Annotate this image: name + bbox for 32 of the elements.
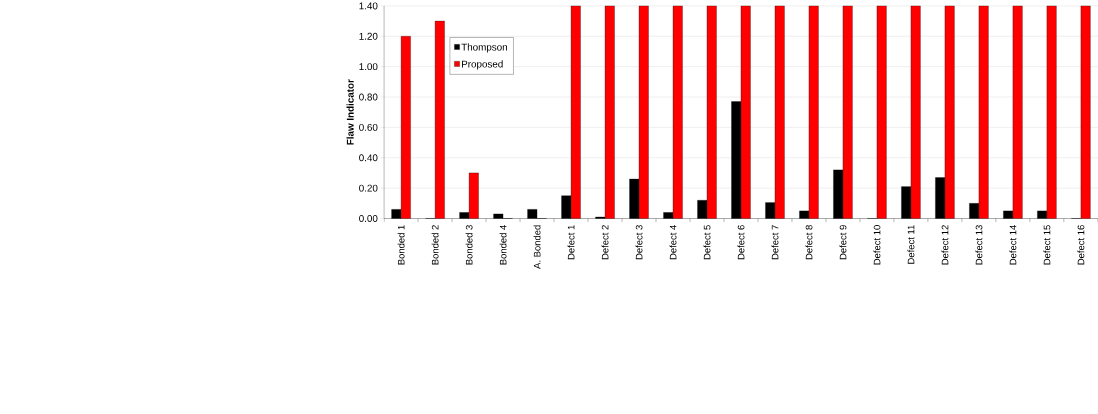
x-tick-label: Defect 12: [941, 225, 949, 265]
x-tick-label: Defect 16: [1077, 224, 1085, 265]
y-tick-label: 0.40: [359, 154, 378, 162]
x-tick-label: Defect 6: [737, 224, 745, 259]
y-tick-label: 0.80: [359, 93, 378, 101]
y-tick-label: 0.20: [359, 184, 378, 192]
x-tick-label: Defect 15: [1043, 224, 1051, 265]
x-tick-label: Defect 13: [975, 224, 983, 265]
y-tick-label: 0.60: [359, 123, 378, 131]
x-tick-label: Defect 10: [873, 224, 881, 265]
legend-label: Thompson: [461, 43, 507, 53]
x-tick-label: Defect 9: [839, 224, 847, 259]
x-tick-label: Bonded 4: [499, 224, 507, 265]
x-tick-label: Defect 2: [601, 225, 609, 259]
y-axis-title: Flaw Indicator: [346, 79, 354, 145]
legend-label: Proposed: [462, 60, 503, 70]
x-tick-label: Defect 7: [771, 225, 779, 259]
y-tick-label: 1.40: [359, 2, 378, 10]
y-tick-label: 1.00: [359, 62, 378, 70]
x-tick-label: Defect 5: [703, 224, 711, 259]
x-tick-label: A. Bonded: [533, 225, 541, 269]
x-tick-label: Defect 1: [567, 225, 575, 259]
x-tick-label: Defect 4: [669, 224, 677, 259]
y-tick-label: 0.00: [359, 214, 378, 222]
x-tick-label: Bonded 3: [465, 224, 473, 265]
x-tick-label: Bonded 2: [431, 225, 439, 265]
y-tick-label: 1.20: [359, 32, 378, 40]
x-tick-label: Defect 3: [635, 224, 643, 259]
x-tick-label: Bonded 1: [397, 225, 405, 265]
x-tick-label: Defect 14: [1009, 224, 1017, 265]
x-tick-label: Defect 8: [805, 224, 813, 259]
x-tick-label: Defect 11: [907, 224, 915, 264]
